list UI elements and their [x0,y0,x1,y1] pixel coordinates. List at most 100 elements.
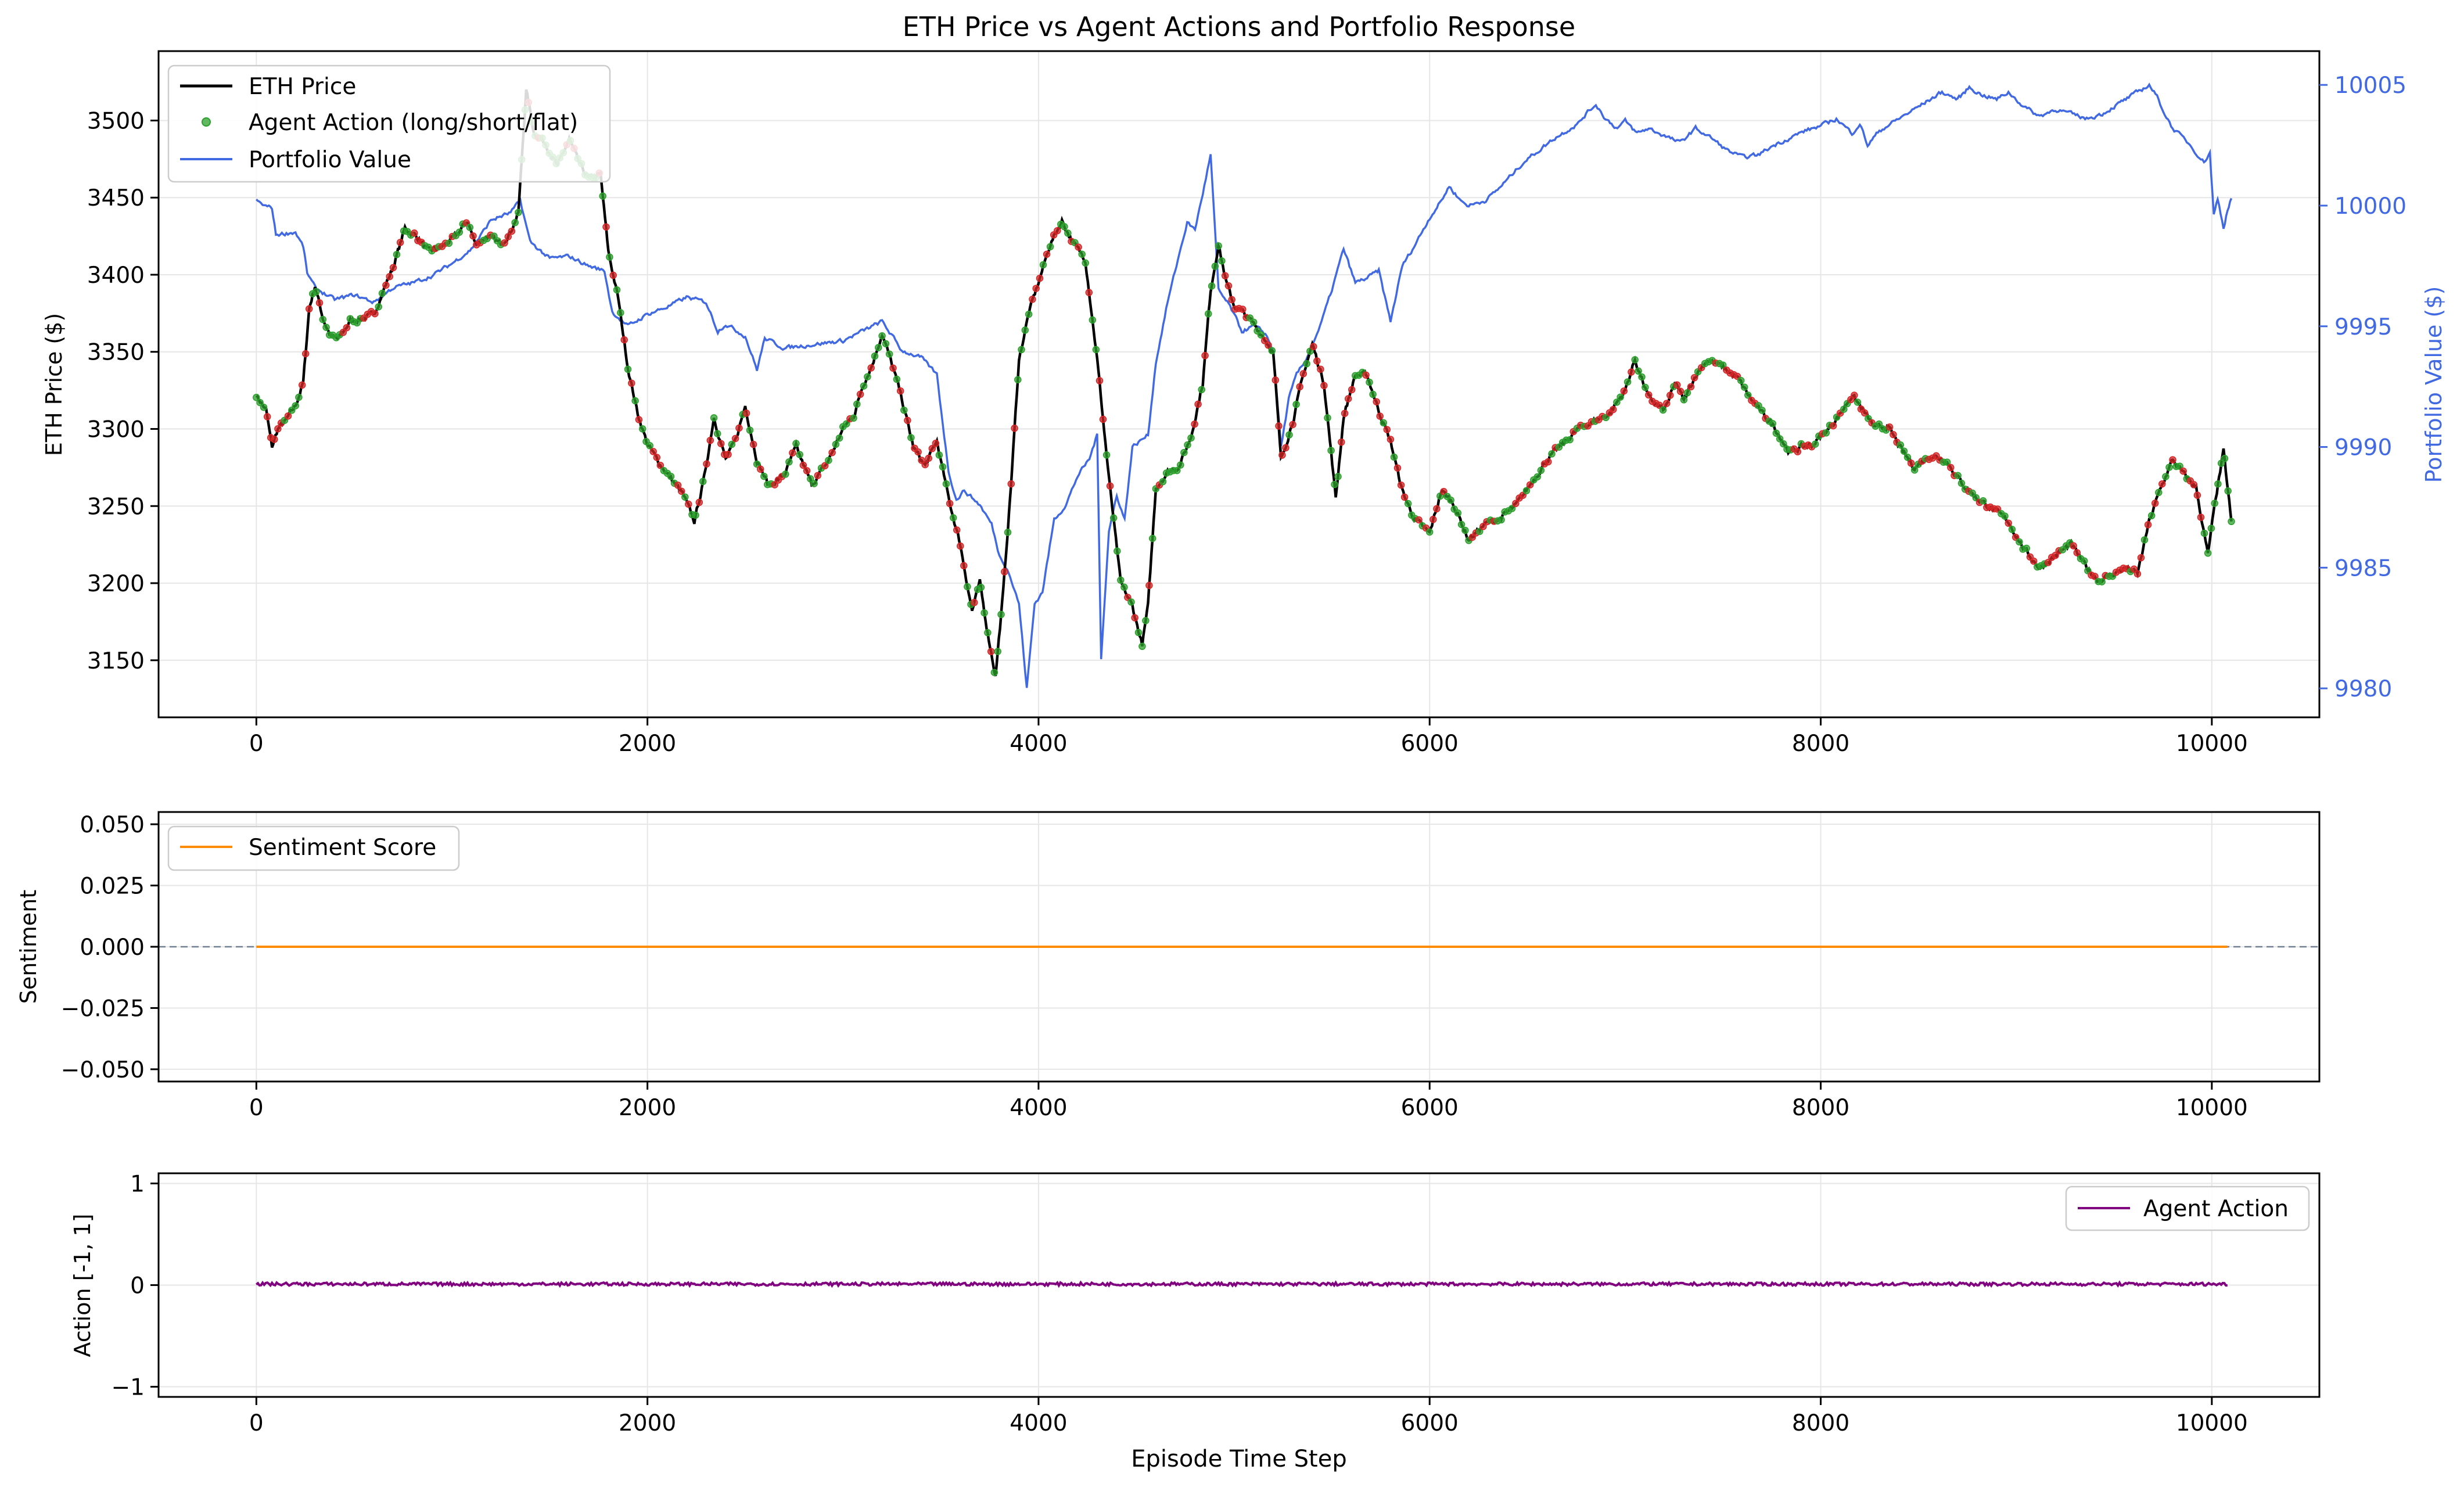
agent-action-marker [875,344,882,351]
agent-action-marker [469,232,477,240]
agent-action-marker [692,511,699,519]
agent-action-marker [1201,351,1209,360]
agent-action-marker [2070,542,2077,549]
action-x-axis-label: Episode Time Step [1131,1446,1346,1472]
y-tick-label: 3350 [87,340,145,366]
agent-action-marker [1092,346,1100,354]
agent-action-marker [964,583,971,591]
agent-action-marker [667,473,675,480]
y-tick-label: 3450 [87,185,145,211]
agent-action-marker [742,409,750,417]
agent-action-marker [1829,422,1837,430]
agent-action-marker [2169,456,2176,464]
agent-action-marker [2147,512,2156,520]
agent-action-marker [1943,458,1951,466]
agent-action-marker [853,400,861,408]
agent-action-marker [771,481,778,488]
agent-action-marker [2005,519,2012,527]
y-tick-label: 0 [130,1273,145,1299]
x-tick-label: 8000 [1792,1095,1849,1121]
x-tick-label: 2000 [619,1095,676,1121]
agent-action-marker [2221,455,2229,462]
agent-action-marker [445,239,453,247]
agent-action-marker [1687,383,1695,391]
agent-action-marker [1299,370,1308,378]
x-tick-label: 6000 [1401,731,1459,757]
agent-action-marker [1457,520,1466,529]
agent-action-marker [1344,395,1352,403]
agent-action-marker [628,379,635,387]
agent-action-marker [731,434,739,443]
agent-action-marker [312,288,320,296]
agent-action-marker [1029,296,1036,303]
agent-action-marker [322,324,330,331]
x-tick-label: 6000 [1401,1410,1459,1436]
agent-action-marker [1138,642,1146,651]
agent-action-marker [620,336,628,344]
figure-title: ETH Price vs Agent Actions and Portfolio… [903,11,1575,42]
action-legend-box [2065,1185,2310,1231]
sentiment-panel: 0 2000 4000 6000 8000 10000 −0.050 −0.025 0.000… [16,811,2321,1121]
legend-label-portfolio: Portfolio Value [249,147,411,173]
agent-action-marker [994,648,1001,655]
y-tick-label: 1 [130,1172,145,1198]
agent-action-marker [957,542,964,550]
agent-action-marker [2179,467,2187,475]
agent-action-marker [1780,440,1787,448]
y-tick-label: 3300 [87,416,145,443]
agent-action-marker [1376,412,1384,420]
agent-action-marker [1218,257,1226,265]
agent-action-marker [1397,481,1405,489]
action-panel: 0 2000 4000 6000 8000 10000 −1 0 1 Action [-1, … [70,1172,2321,1472]
agent-action-marker [1268,347,1276,354]
agent-action-marker [2016,538,2023,546]
agent-action-marker [949,514,957,522]
portfolio-value-line [256,82,2233,688]
agent-action-marker [735,424,743,432]
agent-action-marker [1078,250,1086,258]
agent-action-marker [1461,526,1469,534]
agent-action-marker [935,451,943,459]
agent-action-marker [1890,430,1897,439]
agent-action-marker [1719,361,1727,369]
agent-action-marker [1910,466,1919,474]
agent-action-marker [1758,407,1766,414]
agent-action-marker [1454,509,1462,517]
agent-action-marker [1620,387,1628,395]
agent-action-marker [2023,544,2031,552]
agent-action-marker [339,329,347,336]
y-tick-label: 3200 [87,571,145,597]
agent-action-marker [1082,259,1089,267]
agent-action-marker [1393,464,1402,472]
agent-action-marker [1278,451,1286,459]
agent-action-marker [1085,289,1093,296]
y-tick-label: 9985 [2334,555,2392,581]
agent-action-marker [1265,342,1272,349]
agent-action-marker [2012,533,2020,541]
agent-action-marker [825,457,832,464]
agent-action-marker [987,648,995,655]
x-tick-label: 10000 [2176,1095,2248,1121]
agent-action-marker [1972,494,1980,502]
agent-action-marker [1433,505,1441,513]
agent-action-marker [1099,415,1107,423]
x-tick-label: 4000 [1010,1095,1067,1121]
agent-action-marker [904,416,911,425]
agent-action-marker [1475,527,1484,536]
y-tick-label: 0.000 [80,935,145,961]
agent-action-marker [1383,426,1391,433]
agent-action-marker [1497,516,1505,524]
agent-action-marker [1676,387,1684,396]
agent-action-marker [1957,479,1966,487]
agent-action-marker [2151,500,2159,507]
agent-action-marker [1776,435,1784,443]
y-tick-label: 9990 [2334,435,2392,461]
agent-action-marker [1142,617,1150,624]
agent-action-marker [889,364,897,372]
action-y-axis-label: Action [-1, 1] [70,1214,95,1357]
agent-action-marker [1224,282,1233,290]
agent-action-marker [939,463,947,471]
agent-action-marker [1289,421,1296,429]
agent-action-marker [2073,549,2081,556]
